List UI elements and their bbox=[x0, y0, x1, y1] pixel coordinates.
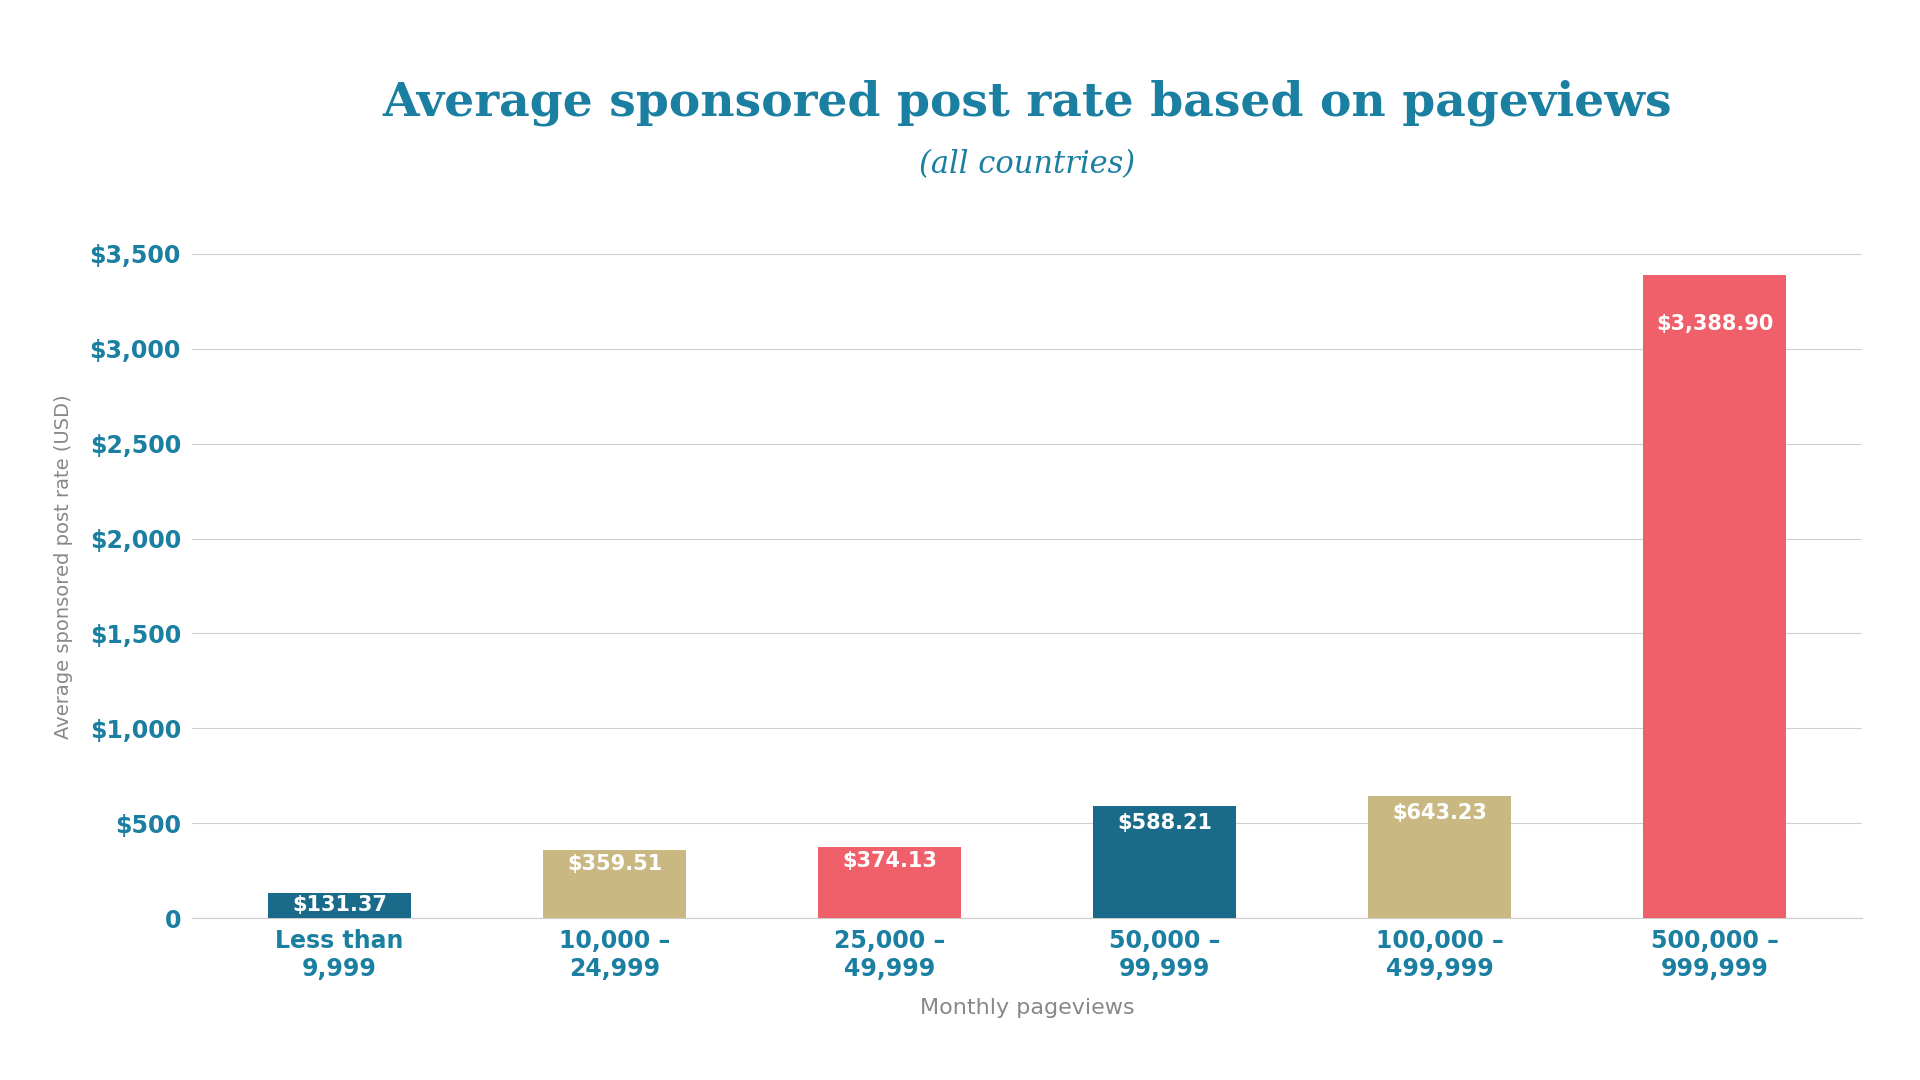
Text: $3,388.90: $3,388.90 bbox=[1657, 313, 1774, 334]
Bar bbox=[543, 850, 685, 918]
X-axis label: Monthly pageviews: Monthly pageviews bbox=[920, 998, 1135, 1017]
Bar bbox=[1369, 796, 1511, 918]
Text: $131.37: $131.37 bbox=[292, 894, 388, 915]
Text: $588.21: $588.21 bbox=[1117, 813, 1212, 833]
Text: (all countries): (all countries) bbox=[920, 149, 1135, 179]
Text: $359.51: $359.51 bbox=[566, 854, 662, 874]
Bar bbox=[1644, 275, 1786, 918]
Text: $374.13: $374.13 bbox=[843, 851, 937, 872]
Bar bbox=[1092, 807, 1236, 918]
Text: $643.23: $643.23 bbox=[1392, 804, 1488, 823]
Text: Average sponsored post rate based on pageviews: Average sponsored post rate based on pag… bbox=[382, 79, 1672, 126]
Y-axis label: Average sponsored post rate (USD): Average sponsored post rate (USD) bbox=[54, 394, 73, 740]
Bar bbox=[818, 847, 962, 918]
Bar bbox=[269, 893, 411, 918]
